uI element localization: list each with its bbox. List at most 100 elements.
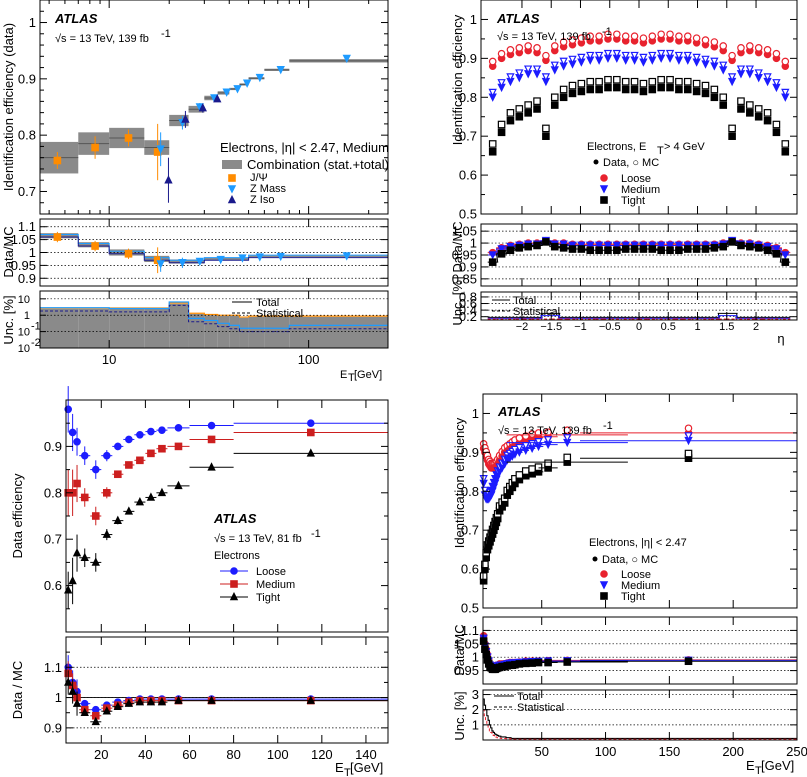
loose-point xyxy=(80,451,89,460)
tight-data-point xyxy=(719,101,728,109)
medium-mc-point xyxy=(515,69,524,78)
ratio-point xyxy=(710,244,719,252)
loose-mc-point xyxy=(719,42,728,50)
top-left-main-frame xyxy=(39,0,389,215)
x-tick-label: 150 xyxy=(659,744,681,759)
y-tick-label: 0.7 xyxy=(461,523,479,538)
ratio-point xyxy=(550,242,559,251)
tight-mc-point xyxy=(666,75,674,84)
ratio-point xyxy=(746,242,754,251)
medium-mc-point xyxy=(577,53,586,63)
unc-tick-label: 1 xyxy=(24,310,30,322)
ratio-z-point xyxy=(276,252,285,262)
tight-data-point xyxy=(595,85,603,94)
tight-mc-point xyxy=(506,109,515,117)
zmass-point xyxy=(255,73,265,83)
x-tick-label: 0 xyxy=(636,321,642,333)
tight-data-point xyxy=(515,112,524,121)
tight-mc-point xyxy=(781,140,790,148)
atlas-label: ATLAS xyxy=(54,11,98,26)
medium-mc-point xyxy=(543,436,553,445)
medium-mc-point xyxy=(479,475,488,484)
medium-mc-point xyxy=(763,73,772,82)
legend-label: Medium xyxy=(621,580,660,592)
ratio-point xyxy=(728,238,736,246)
unc-total-bar xyxy=(217,315,230,348)
tight-data-point xyxy=(781,147,790,156)
unc-legend-label: Statistical xyxy=(517,702,564,714)
zmass-point xyxy=(342,54,351,64)
legend-label: Z Iso xyxy=(250,194,274,206)
energy-label: √s = 13 TeV, 139 fb xyxy=(498,425,592,437)
atlas-label: ATLAS xyxy=(496,11,540,26)
unc-tick-label: 0.2 xyxy=(459,309,477,324)
jpsi-point xyxy=(91,143,99,152)
ratio-point xyxy=(174,695,183,704)
y-tick-label: 0.9 xyxy=(461,445,479,460)
selection-rest: > 4 GeV xyxy=(664,141,705,153)
unc-total-bar xyxy=(248,316,265,348)
ratio-point xyxy=(488,258,497,266)
loose-mc-point xyxy=(586,32,595,40)
ratio-point xyxy=(612,241,622,251)
zmass-point xyxy=(233,85,242,94)
unc-tick-label: 10 xyxy=(18,294,30,306)
ratio-point xyxy=(306,695,315,704)
loose-mc-point xyxy=(737,44,745,52)
medium-mc-point xyxy=(710,57,719,67)
ratio-point xyxy=(621,245,630,253)
x-tick-label: −2 xyxy=(516,321,529,333)
medium-mc-point xyxy=(674,51,684,61)
legend-marker xyxy=(600,174,608,182)
loose-point xyxy=(147,427,155,436)
tight-mc-point xyxy=(524,101,532,109)
tight-point xyxy=(207,462,216,471)
x-tick-label: 120 xyxy=(311,747,333,762)
loose-mc-point xyxy=(595,32,603,40)
x-tick-label: 50 xyxy=(534,744,548,759)
ratio-jpsi-point xyxy=(124,249,133,258)
x-tick-label: 1.5 xyxy=(719,321,734,333)
ratio-jpsi-point xyxy=(53,233,62,241)
tight-point xyxy=(113,515,122,524)
unc-total-bar xyxy=(264,316,290,348)
loose-point xyxy=(125,435,133,444)
tight-mc-point xyxy=(550,93,559,102)
unc-y-label: Unc. [%] xyxy=(450,276,465,325)
tight-mc-point xyxy=(684,449,693,458)
tight-mc-point xyxy=(675,77,683,86)
unc-tick-label: 10 xyxy=(18,327,30,339)
medium-mc-point xyxy=(541,73,551,82)
loose-mc-point xyxy=(604,30,612,39)
ratio-point xyxy=(763,246,772,255)
unc-tick-label: 0.4 xyxy=(459,303,477,318)
tight-mc-point xyxy=(657,75,665,84)
loose-mc-point xyxy=(772,49,781,58)
tight-mc-point xyxy=(728,124,736,133)
x-tick-label: 0.5 xyxy=(661,321,676,333)
medium-mc-point xyxy=(692,53,701,63)
unc-legend-label: Statistical xyxy=(256,308,303,320)
tight-mc-point xyxy=(710,85,719,94)
tight-mc-point xyxy=(577,79,586,88)
medium-mc-point xyxy=(754,69,763,78)
ratio-z-point xyxy=(156,260,165,269)
y-tick-label: 0.8 xyxy=(18,128,36,143)
ratio-point xyxy=(521,659,530,668)
medium-mc-point xyxy=(594,51,604,61)
loose-mc-point xyxy=(506,46,515,54)
y-axis-label: Identification efficiency xyxy=(450,14,465,145)
ratio-point xyxy=(657,246,665,255)
medium-mc-point xyxy=(684,432,693,441)
medium-point xyxy=(73,479,81,488)
unc-stat-line xyxy=(40,304,388,333)
medium-mc-point xyxy=(683,51,692,61)
unc-legend-label: Total xyxy=(256,297,279,309)
tight-mc-point xyxy=(701,81,710,90)
tight-point xyxy=(72,548,82,557)
tight-data-point xyxy=(692,87,701,96)
ratio-point xyxy=(68,686,77,695)
loose-point xyxy=(68,428,77,437)
unc-total-line xyxy=(483,698,797,740)
loose-mc-point xyxy=(533,44,541,52)
